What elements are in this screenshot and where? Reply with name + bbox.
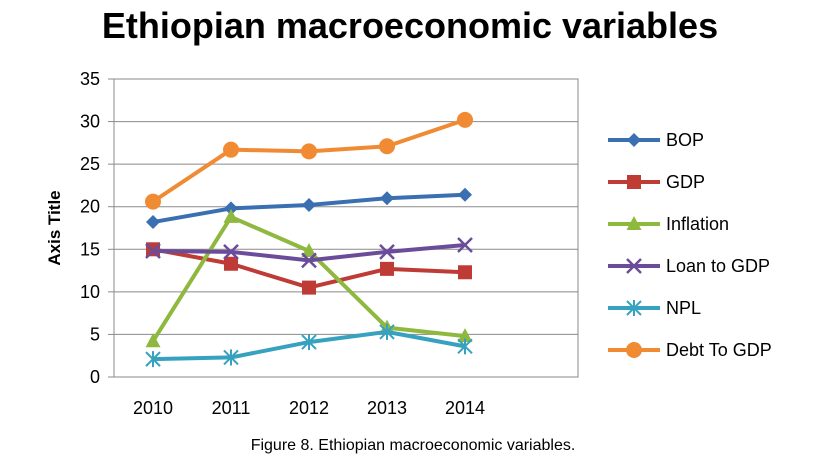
legend-swatch-marker: [627, 133, 641, 147]
data-point-loan-to-gdp: [379, 243, 395, 260]
data-point-bop: [146, 215, 160, 230]
series-debt-to-gdp: [145, 111, 473, 210]
y-axis-title: Axis Title: [45, 190, 64, 265]
data-point-inflation: [301, 242, 317, 257]
data-point-inflation: [223, 208, 239, 223]
x-tick-label: 2013: [367, 398, 407, 418]
series-loan-to-gdp: [145, 237, 473, 269]
data-point-gdp: [224, 256, 238, 271]
series-line-debt-to-gdp: [151, 117, 466, 204]
y-tick-label: 10: [80, 282, 100, 302]
data-point-bop: [224, 201, 238, 216]
legend-label: BOP: [666, 130, 704, 150]
x-tick-label: 2011: [212, 398, 251, 418]
legend-swatch-marker: [626, 342, 642, 358]
x-tick-label: 2014: [445, 398, 485, 418]
legend-swatch-marker: [626, 216, 642, 230]
y-tick-label: 5: [90, 324, 100, 344]
legend-swatch-marker: [626, 300, 642, 316]
x-axis: 2010 2011 2012 2013 2014: [133, 398, 485, 418]
data-point-loan-to-gdp: [301, 252, 317, 269]
legend-label: Inflation: [666, 214, 729, 234]
legend-label: Debt To GDP: [666, 340, 772, 360]
data-point-bop: [380, 191, 394, 206]
data-point-npl: [223, 349, 239, 366]
y-tick-label: 35: [80, 69, 100, 89]
data-point-debt-to-gdp: [379, 138, 395, 155]
data-point-bop: [302, 198, 316, 213]
legend-item-loan-to-gdp: Loan to GDP: [608, 256, 770, 276]
series-inflation: [145, 208, 473, 348]
data-point-debt-to-gdp: [223, 141, 239, 158]
plot-area-border: [113, 78, 579, 378]
data-point-gdp: [458, 265, 472, 280]
legend-item-debt-to-gdp: Debt To GDP: [608, 340, 772, 360]
data-point-loan-to-gdp: [223, 243, 239, 260]
y-tick-label: 15: [80, 239, 100, 259]
data-point-loan-to-gdp: [457, 237, 473, 253]
y-tick-label: 20: [80, 197, 100, 217]
legend-label: NPL: [666, 298, 701, 318]
legend-label: GDP: [666, 172, 705, 192]
y-tick-label: 30: [80, 112, 100, 132]
series-bop: [146, 187, 472, 230]
data-point-npl: [457, 338, 473, 355]
data-point-debt-to-gdp: [301, 143, 317, 160]
data-point-debt-to-gdp: [457, 111, 473, 128]
y-tick-label: 0: [90, 367, 100, 387]
data-point-inflation: [145, 333, 161, 348]
y-axis: 0 5 10 15 20 25 30 35: [80, 69, 114, 387]
data-point-loan-to-gdp: [145, 243, 161, 259]
data-point-npl: [379, 323, 395, 340]
x-tick-label: 2012: [289, 398, 329, 418]
legend-item-npl: NPL: [608, 298, 701, 318]
y-tick-label: 25: [80, 154, 100, 174]
legend: BOP GDP Inflation Loan to GDP NPL Debt To GDP: [608, 130, 772, 360]
legend-label: Loan to GDP: [666, 256, 770, 276]
x-tick-label: 2010: [133, 398, 173, 418]
series-layer: [145, 111, 473, 368]
data-point-bop: [458, 187, 472, 202]
series-line-inflation: [151, 214, 466, 343]
data-point-npl: [145, 351, 161, 368]
legend-swatch-marker: [627, 175, 641, 189]
legend-item-bop: BOP: [608, 130, 704, 150]
legend-item-inflation: Inflation: [608, 214, 729, 234]
data-point-npl: [301, 334, 317, 351]
series-npl: [145, 323, 473, 368]
data-point-debt-to-gdp: [145, 193, 161, 210]
gridlines: [114, 78, 578, 378]
data-point-gdp: [302, 280, 316, 295]
data-point-gdp: [380, 261, 394, 276]
figure-caption: Figure 8. Ethiopian macroeconomic variab…: [251, 437, 576, 454]
legend-item-gdp: GDP: [608, 172, 705, 192]
data-point-inflation: [457, 328, 473, 343]
legend-swatch-marker: [626, 258, 642, 274]
chart-title: Ethiopian macroeconomic variables: [102, 5, 718, 46]
